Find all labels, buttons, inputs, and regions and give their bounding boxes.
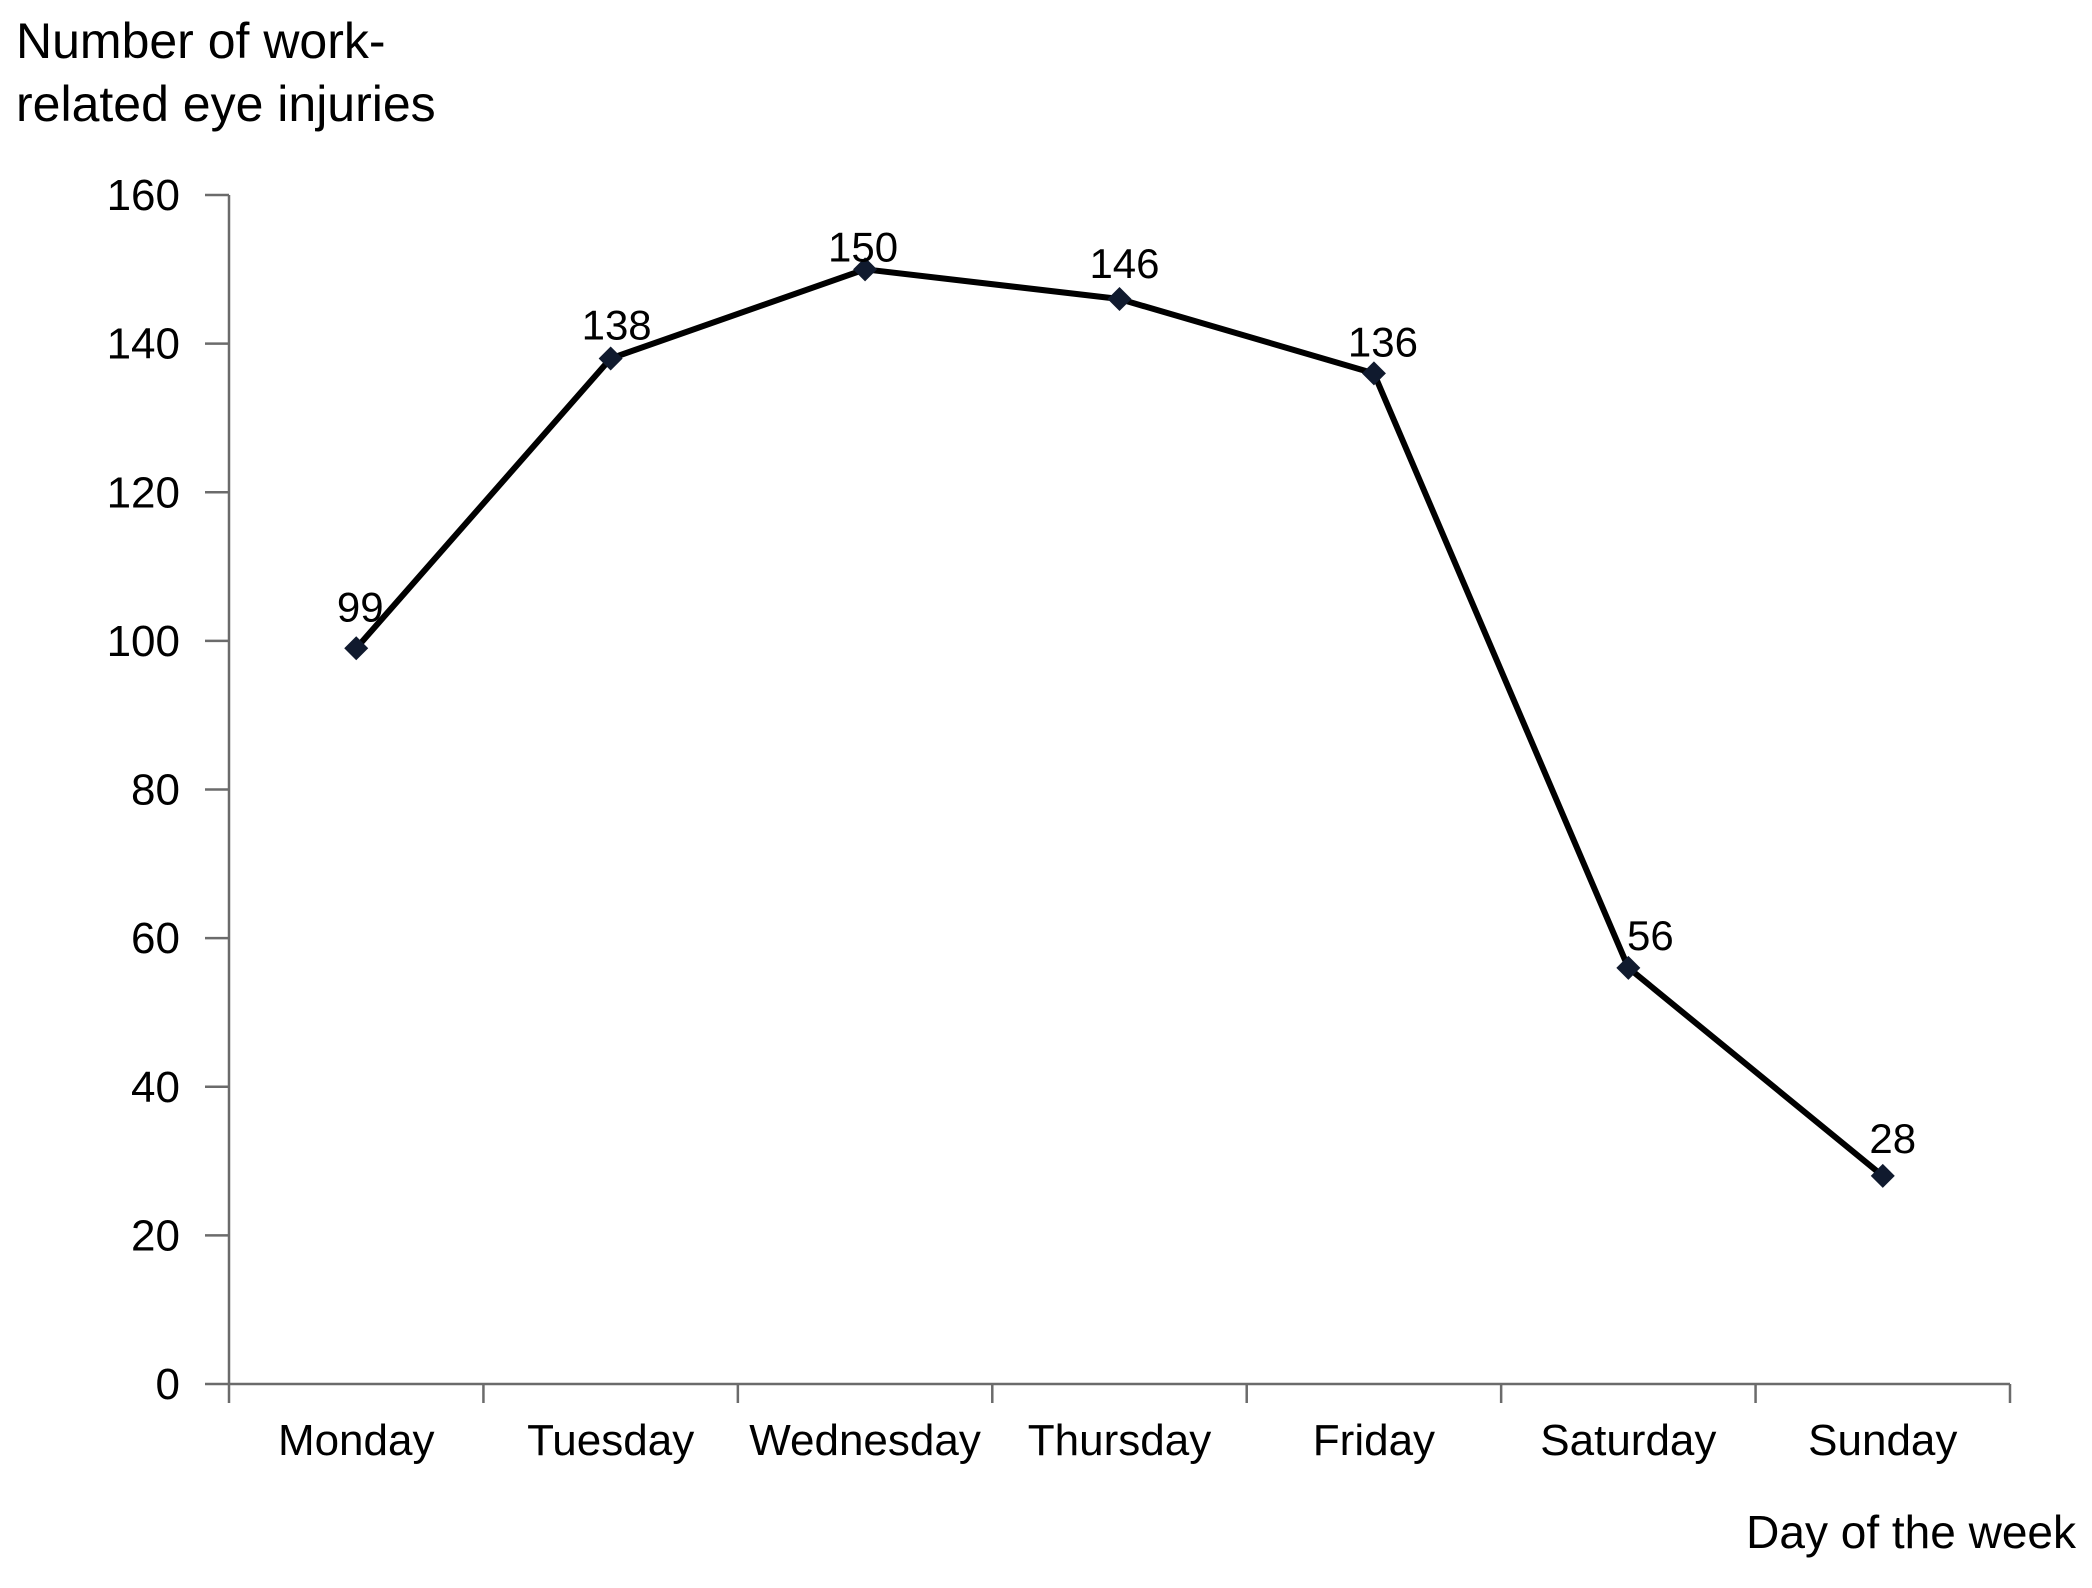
y-axis-tick-label: 140 <box>107 320 180 369</box>
chart-title-line2: related eye injuries <box>16 76 436 132</box>
x-category-label: Friday <box>1313 1416 1435 1465</box>
y-axis-tick-label: 60 <box>131 914 180 963</box>
y-axis-tick-label: 0 <box>156 1360 180 1409</box>
data-point-marker <box>344 636 369 661</box>
x-category-label: Saturday <box>1540 1416 1716 1465</box>
y-axis-tick-label: 160 <box>107 171 180 220</box>
y-axis-tick-label: 120 <box>107 468 180 517</box>
chart-title: Number of work- related eye injuries <box>16 10 436 136</box>
data-point-marker <box>853 257 878 282</box>
data-point-label: 56 <box>1627 912 1674 959</box>
x-category-label: Wednesday <box>749 1416 981 1465</box>
data-point-label: 138 <box>582 301 652 348</box>
data-point-marker <box>1361 361 1386 386</box>
chart-title-line1: Number of work- <box>16 13 386 69</box>
data-point-marker <box>1107 287 1132 312</box>
x-axis-title: Day of the week <box>1746 1506 2076 1558</box>
x-category-label: Tuesday <box>527 1416 694 1465</box>
y-axis-tick-label: 80 <box>131 766 180 815</box>
x-category-label: Sunday <box>1808 1416 1957 1465</box>
data-point-label: 150 <box>828 223 898 270</box>
data-point-marker <box>598 346 623 371</box>
y-axis-tick-label: 40 <box>131 1063 180 1112</box>
x-category-label: Monday <box>278 1416 435 1465</box>
data-point-label: 28 <box>1869 1115 1916 1162</box>
data-point-marker <box>1616 955 1641 980</box>
y-axis-tick-label: 20 <box>131 1211 180 1260</box>
data-point-marker <box>1870 1163 1895 1188</box>
x-category-label: Thursday <box>1028 1416 1211 1465</box>
data-series-line <box>353 266 1886 1179</box>
data-point-label: 146 <box>1089 240 1159 287</box>
y-axis-tick-label: 100 <box>107 617 180 666</box>
data-point-label: 136 <box>1348 318 1418 365</box>
data-point-label: 99 <box>337 583 384 630</box>
